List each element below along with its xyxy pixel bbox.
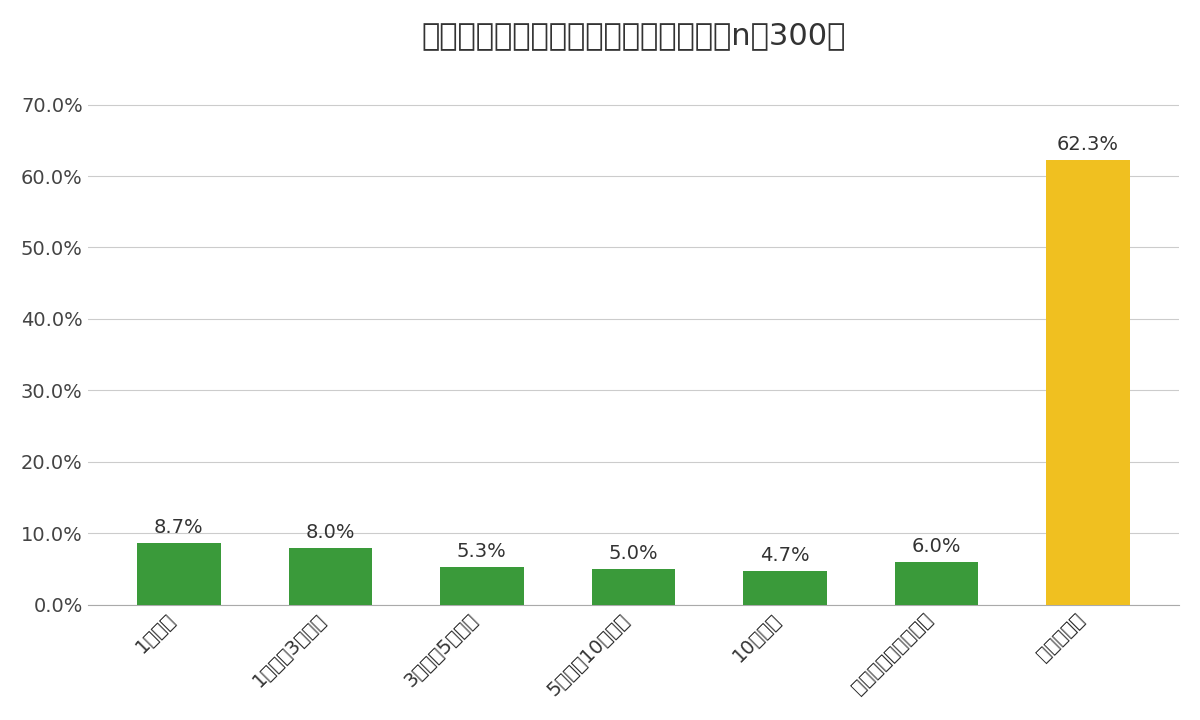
Title: 国民年金の未納期間はありますか？（n＝300）: 国民年金の未納期間はありますか？（n＝300） bbox=[421, 21, 846, 50]
Text: 62.3%: 62.3% bbox=[1057, 135, 1118, 154]
Text: 8.0%: 8.0% bbox=[306, 523, 355, 542]
Bar bbox=[137, 543, 221, 605]
Text: 8.7%: 8.7% bbox=[154, 518, 204, 537]
Bar bbox=[743, 571, 827, 605]
Text: 5.3%: 5.3% bbox=[457, 542, 506, 561]
Text: 5.0%: 5.0% bbox=[608, 544, 658, 563]
Bar bbox=[289, 548, 372, 605]
Text: 4.7%: 4.7% bbox=[760, 546, 810, 565]
Bar bbox=[1046, 160, 1129, 605]
Bar bbox=[440, 567, 523, 605]
Text: 6.0%: 6.0% bbox=[912, 537, 961, 556]
Bar bbox=[592, 569, 676, 605]
Bar bbox=[895, 562, 978, 605]
